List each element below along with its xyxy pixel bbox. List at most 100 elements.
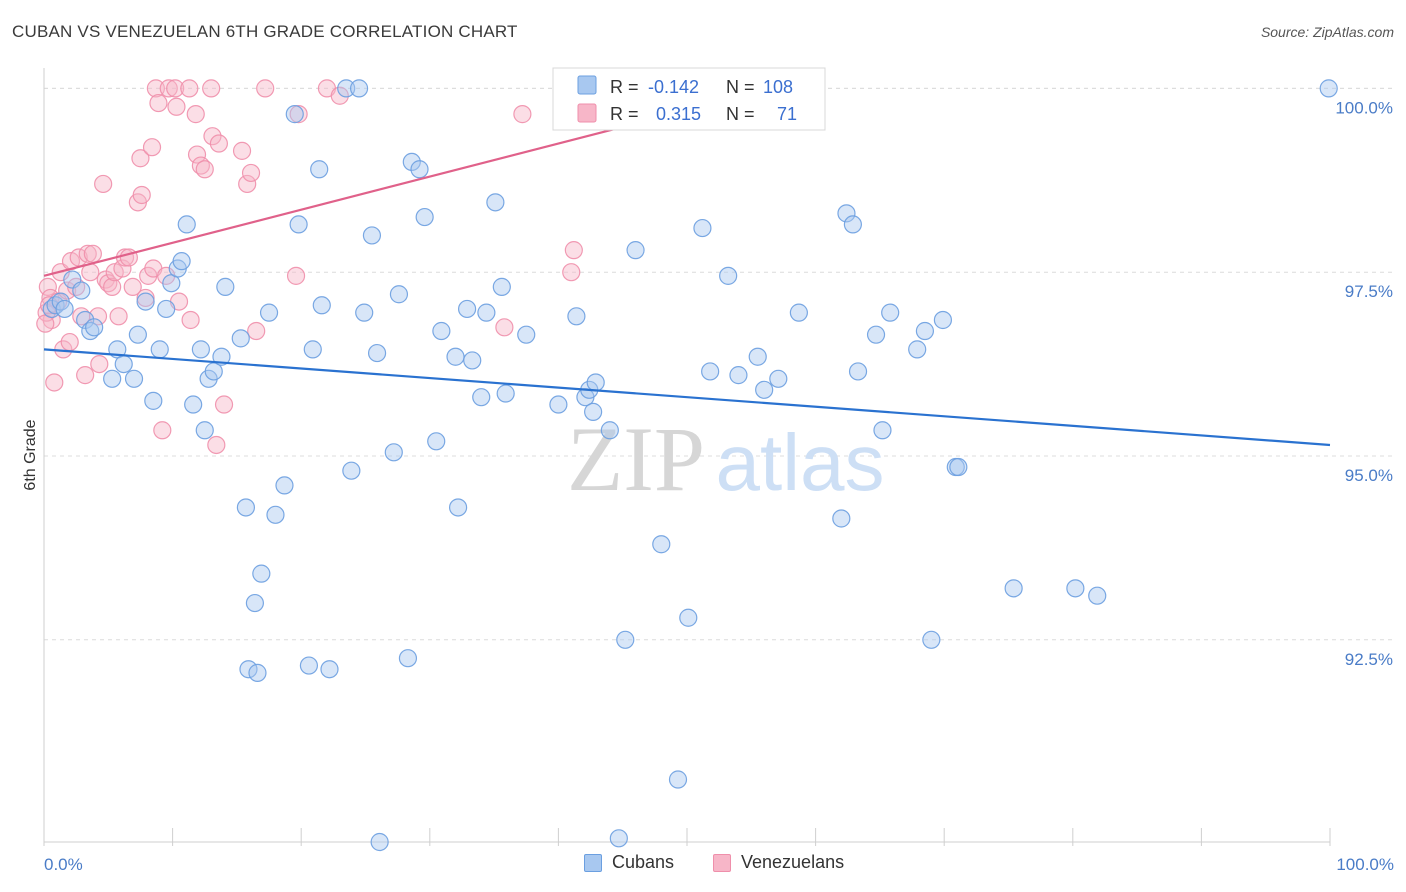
venezuelan-point bbox=[60, 332, 79, 352]
cuban-point bbox=[769, 369, 788, 388]
y-axis-label: 6th Grade bbox=[22, 419, 39, 490]
cuban-point bbox=[367, 343, 387, 363]
venezuelan-point bbox=[38, 277, 57, 296]
cuban-point bbox=[239, 660, 258, 679]
cuban-point bbox=[212, 347, 231, 366]
legend-box bbox=[552, 67, 826, 131]
cuban-point bbox=[567, 307, 586, 326]
watermark: ZIP atlas bbox=[567, 408, 884, 510]
cubans-trend-line bbox=[43, 348, 1331, 447]
venezuelan-point bbox=[209, 134, 228, 153]
legend-n-value-cubans: 108 bbox=[763, 77, 793, 97]
venezuelan-point bbox=[495, 318, 514, 337]
cuban-point bbox=[933, 310, 953, 330]
venezuelan-point bbox=[238, 174, 257, 194]
cuban-point bbox=[477, 303, 496, 322]
cuban-point bbox=[248, 663, 267, 682]
venezuelans-trend-line bbox=[43, 109, 688, 277]
cuban-point bbox=[124, 369, 144, 388]
watermark-zip: ZIP bbox=[567, 408, 705, 510]
cuban-point bbox=[848, 362, 868, 381]
venezuelan-point bbox=[202, 79, 221, 98]
cuban-point bbox=[949, 457, 968, 477]
cuban-point bbox=[679, 608, 698, 627]
venezuelan-point bbox=[186, 105, 205, 124]
cuban-point bbox=[832, 509, 851, 528]
cuban-point bbox=[285, 105, 304, 124]
cuban-point bbox=[337, 79, 356, 98]
cuban-point bbox=[398, 649, 418, 668]
legend-swatch-cubans bbox=[577, 75, 597, 95]
trend-lines bbox=[43, 109, 1331, 447]
cuban-point bbox=[299, 656, 319, 675]
x-tick-max: 100.0% bbox=[1336, 855, 1394, 874]
legend-r-label-cubans: R = bbox=[610, 77, 639, 97]
cuban-point bbox=[1066, 579, 1085, 598]
cuban-point bbox=[384, 443, 403, 462]
legend-n-label-venezuelans: N = bbox=[726, 104, 755, 124]
cuban-point bbox=[472, 388, 491, 407]
cuban-point bbox=[342, 461, 361, 480]
cuban-point bbox=[616, 630, 635, 649]
legend-item-cubans[interactable]: Cubans bbox=[584, 852, 674, 873]
venezuelan-point bbox=[187, 145, 207, 164]
venezuelan-point bbox=[146, 79, 165, 98]
cuban-point bbox=[402, 152, 421, 172]
chart-title: CUBAN VS VENEZUELAN 6TH GRADE CORRELATIO… bbox=[12, 22, 518, 41]
cuban-point bbox=[303, 340, 322, 359]
cuban-point bbox=[191, 340, 210, 359]
cuban-point bbox=[157, 299, 176, 319]
venezuelan-point bbox=[180, 79, 199, 98]
legend-item-venezuelans[interactable]: Venezuelans bbox=[713, 852, 844, 873]
source-credit: Source: ZipAtlas.com bbox=[1260, 24, 1394, 40]
venezuelan-point bbox=[153, 421, 172, 440]
cuban-point bbox=[492, 277, 511, 296]
legend-n-value-venezuelans: 71 bbox=[777, 104, 797, 124]
legend-label-venezuelans: Venezuelans bbox=[741, 852, 845, 872]
cuban-point bbox=[312, 296, 331, 315]
venezuelan-point bbox=[203, 127, 222, 146]
venezuelan-point bbox=[131, 149, 150, 168]
cuban-point bbox=[177, 215, 196, 234]
cuban-point bbox=[432, 321, 451, 341]
cuban-point bbox=[881, 303, 900, 322]
venezuelan-point bbox=[76, 366, 95, 385]
venezuelan-point bbox=[241, 163, 261, 183]
venezuelan-point bbox=[256, 79, 275, 98]
cuban-point bbox=[114, 354, 133, 374]
venezuelan-point bbox=[142, 138, 162, 157]
cuban-point bbox=[259, 303, 279, 322]
venezuelan-point bbox=[289, 105, 308, 124]
cuban-point bbox=[789, 303, 808, 322]
cuban-point bbox=[755, 380, 774, 399]
cuban-point bbox=[172, 252, 191, 271]
cuban-point bbox=[55, 299, 74, 319]
legend-swatch-venezuelans bbox=[577, 103, 597, 123]
cuban-point bbox=[275, 476, 294, 495]
venezuelans-points bbox=[36, 79, 583, 455]
y-tick-label: 97.5% bbox=[1345, 282, 1393, 301]
cuban-point bbox=[652, 535, 671, 554]
venezuelan-point bbox=[132, 185, 151, 205]
cuban-point bbox=[626, 241, 645, 260]
cuban-point bbox=[289, 215, 308, 234]
legend-label-cubans: Cubans bbox=[612, 852, 675, 872]
cuban-point bbox=[448, 498, 468, 517]
cuban-point bbox=[693, 218, 712, 238]
cuban-point bbox=[586, 373, 605, 392]
y-tick-label: 100.0% bbox=[1335, 98, 1393, 117]
cuban-point bbox=[195, 421, 214, 440]
venezuelan-point bbox=[286, 266, 306, 285]
venezuelan-point bbox=[113, 259, 132, 278]
cuban-point bbox=[355, 303, 374, 322]
x-tick-min: 0.0% bbox=[44, 855, 83, 874]
legend-r-label-venezuelans: R = bbox=[610, 104, 639, 124]
legend-r-value-venezuelans: 0.315 bbox=[656, 104, 701, 124]
legend-swatch-cubans-bottom bbox=[584, 853, 602, 872]
cuban-point bbox=[310, 160, 329, 179]
cuban-point bbox=[609, 829, 628, 848]
cuban-point bbox=[410, 160, 429, 179]
cuban-point bbox=[908, 340, 927, 359]
cuban-point bbox=[236, 498, 256, 517]
cuban-point bbox=[873, 421, 892, 440]
